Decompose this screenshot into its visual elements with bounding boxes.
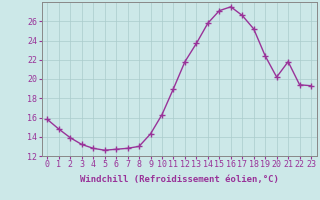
X-axis label: Windchill (Refroidissement éolien,°C): Windchill (Refroidissement éolien,°C) [80, 175, 279, 184]
